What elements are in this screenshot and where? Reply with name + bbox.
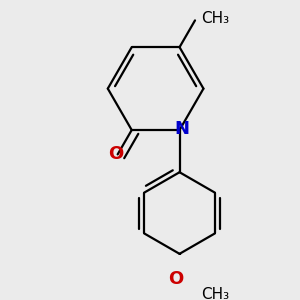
Text: O: O xyxy=(168,270,183,288)
Text: N: N xyxy=(175,120,190,138)
Text: O: O xyxy=(108,146,123,164)
Text: CH₃: CH₃ xyxy=(201,287,229,300)
Text: CH₃: CH₃ xyxy=(201,11,229,26)
